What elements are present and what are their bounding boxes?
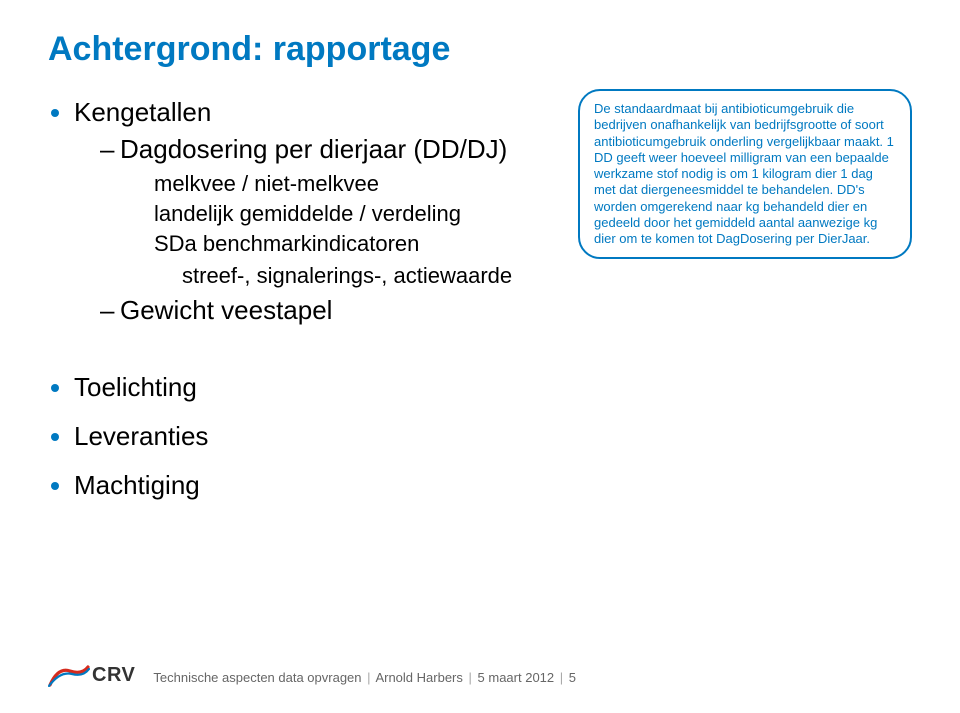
sub-sub-list: melkvee / niet-melkvee landelijk gemidde… [120, 171, 568, 289]
logo-text: CRV [92, 664, 135, 687]
footer-separator: | [467, 670, 474, 685]
footer-title: Technische aspecten data opvragen [153, 670, 361, 685]
bullet-toelichting: Toelichting [74, 372, 912, 403]
lower-bullets: Toelichting Leveranties Machtiging [48, 372, 912, 501]
bullet-list-lower: Toelichting Leveranties Machtiging [48, 372, 912, 501]
bullet-streef: streef-, signalerings-, actiewaarde [182, 263, 568, 289]
footer-separator: | [558, 670, 565, 685]
bullet-text: Toelichting [74, 372, 197, 402]
slide-title: Achtergrond: rapportage [48, 30, 912, 69]
slide: Achtergrond: rapportage Kengetallen Dagd… [0, 0, 960, 713]
crv-logo: CRV [48, 664, 135, 687]
bullet-text: Kengetallen [74, 97, 211, 127]
bullet-melkvee: melkvee / niet-melkvee [154, 171, 568, 197]
bullet-landelijk: landelijk gemiddelde / verdeling [154, 201, 568, 227]
sub-sub-sub-list: streef-, signalerings-, actiewaarde [154, 263, 568, 289]
bullet-text: Machtiging [74, 470, 200, 500]
bullet-list: Kengetallen Dagdosering per dierjaar (DD… [48, 97, 568, 326]
bullet-kengetallen: Kengetallen Dagdosering per dierjaar (DD… [74, 97, 568, 326]
slide-footer: CRV Technische aspecten data opvragen | … [48, 664, 576, 687]
footer-text: Technische aspecten data opvragen | Arno… [153, 670, 576, 685]
bullet-sda: SDa benchmarkindicatoren streef-, signal… [154, 231, 568, 289]
bullet-text: Leveranties [74, 421, 208, 451]
bullet-dagdosering: Dagdosering per dierjaar (DD/DJ) melkvee… [100, 134, 568, 289]
callout-text: De standaardmaat bij antibioticumgebruik… [594, 101, 894, 246]
footer-date: 5 maart 2012 [478, 670, 555, 685]
bullet-text: Gewicht veestapel [120, 295, 332, 325]
logo-swoosh-icon [48, 665, 90, 687]
bullet-leveranties: Leveranties [74, 421, 912, 452]
sub-list: Dagdosering per dierjaar (DD/DJ) melkvee… [74, 134, 568, 326]
footer-page: 5 [569, 670, 576, 685]
bullet-text: Dagdosering per dierjaar (DD/DJ) [120, 134, 507, 164]
definition-callout: De standaardmaat bij antibioticumgebruik… [578, 89, 912, 259]
bullet-text: SDa benchmarkindicatoren [154, 231, 419, 256]
footer-separator: | [365, 670, 372, 685]
bullet-gewicht: Gewicht veestapel [100, 295, 568, 326]
footer-speaker: Arnold Harbers [375, 670, 462, 685]
content-row: Kengetallen Dagdosering per dierjaar (DD… [48, 97, 912, 332]
bullet-machtiging: Machtiging [74, 470, 912, 501]
main-bullets: Kengetallen Dagdosering per dierjaar (DD… [48, 97, 568, 332]
